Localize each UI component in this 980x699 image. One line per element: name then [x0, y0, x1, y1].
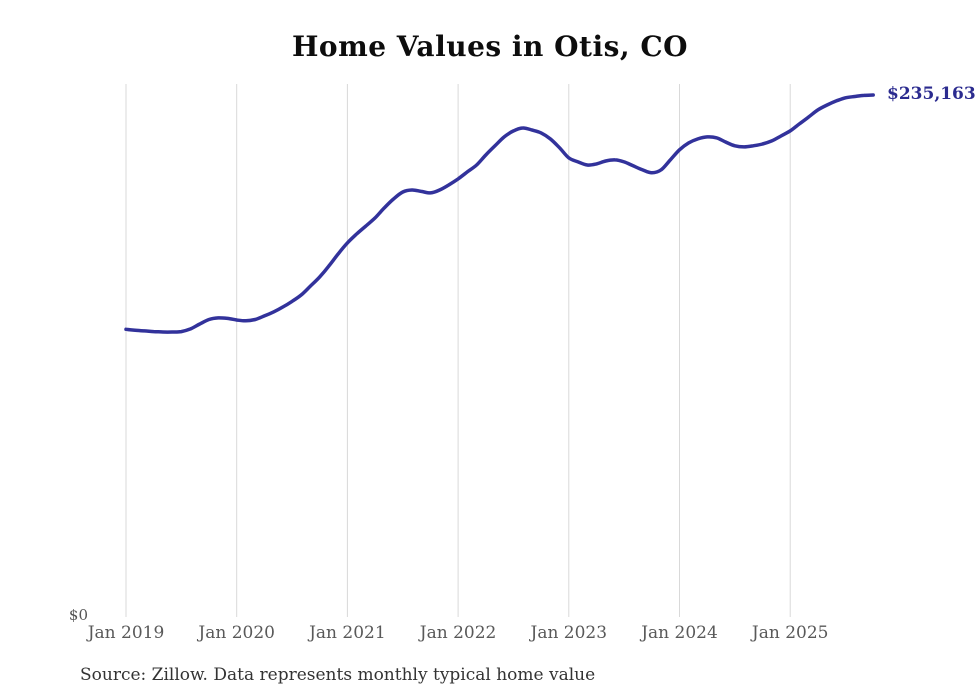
x-tick-label: Jan 2023	[530, 623, 608, 643]
x-tick-label: Jan 2022	[419, 623, 497, 643]
x-tick-label: Jan 2021	[309, 623, 386, 643]
latest-value-label: $235,163	[887, 84, 976, 104]
x-tick-label: Jan 2024	[641, 623, 718, 643]
x-tick-label: Jan 2019	[87, 623, 165, 643]
chart-title: Home Values in Otis, CO	[291, 30, 689, 63]
x-tick-label: Jan 2025	[751, 623, 829, 643]
source-note: Source: Zillow. Data represents monthly …	[80, 665, 596, 685]
year-gridlines	[125, 84, 791, 617]
y-axis-zero-label: $0	[68, 606, 88, 624]
x-tick-label: Jan 2020	[198, 623, 275, 643]
home-value-line	[124, 93, 875, 334]
